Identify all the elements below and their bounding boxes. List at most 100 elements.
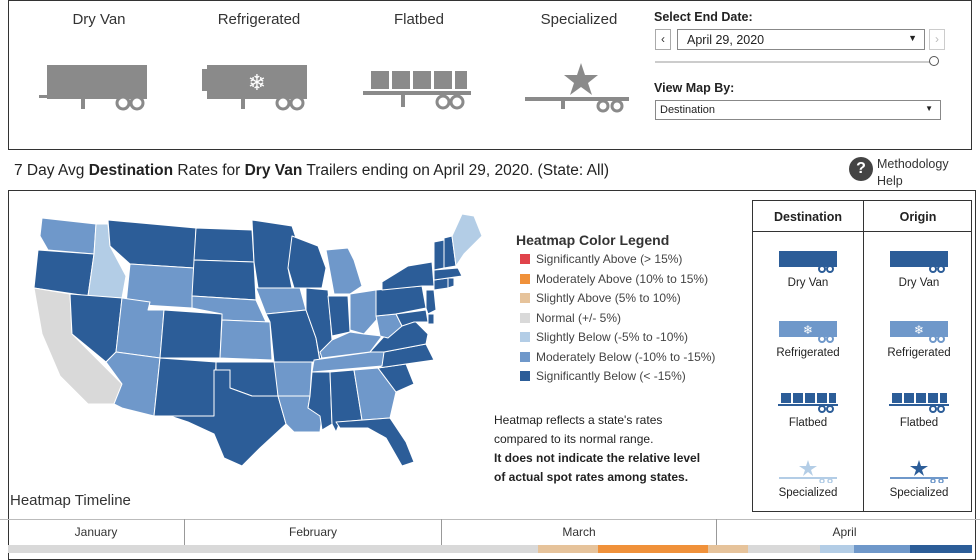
timeline-month-january[interactable]: January bbox=[74, 525, 118, 539]
state-ri bbox=[447, 277, 455, 289]
destination-dry-van[interactable]: Dry Van bbox=[753, 249, 863, 289]
state-de bbox=[427, 313, 435, 325]
legend-swatch bbox=[520, 371, 530, 381]
timeline-segment-mod-below[interactable] bbox=[854, 545, 910, 553]
destination-refrigerated[interactable]: ❄ Refrigerated bbox=[753, 319, 863, 359]
refrigerated-trailer-icon: ❄ bbox=[890, 321, 948, 343]
trailer-tab-dry-van[interactable]: Dry Van bbox=[24, 1, 174, 141]
destination-column-header: Destination bbox=[773, 210, 843, 224]
refrigerated-trailer-icon: ❄ bbox=[202, 65, 307, 111]
state-ar bbox=[273, 361, 313, 397]
cell-label: Dry Van bbox=[898, 277, 940, 289]
timeline-month-march[interactable]: March bbox=[562, 525, 596, 539]
date-slider-thumb[interactable] bbox=[929, 56, 939, 66]
title-trailer: Dry Van bbox=[244, 162, 303, 179]
methodology-help-link[interactable]: Methodology Help bbox=[877, 156, 949, 190]
title-middle: Rates for bbox=[173, 162, 245, 179]
prev-date-button[interactable]: ‹ bbox=[655, 29, 671, 50]
legend-item[interactable]: Significantly Below (< -15%) bbox=[520, 369, 686, 385]
svg-text:❄: ❄ bbox=[248, 71, 266, 96]
trailer-tab-label: Specialized bbox=[540, 11, 618, 28]
trailer-tab-flatbed[interactable]: Flatbed bbox=[344, 1, 494, 141]
flatbed-trailer-icon bbox=[889, 393, 949, 413]
dry-van-trailer-icon bbox=[890, 251, 948, 273]
us-heatmap[interactable] bbox=[30, 210, 490, 470]
view-map-label: View Map By: bbox=[654, 81, 735, 95]
state-in bbox=[327, 295, 351, 337]
help-label-line2: Help bbox=[877, 174, 903, 188]
refrigerated-trailer-icon: ❄ bbox=[779, 321, 837, 343]
origin-flatbed[interactable]: Flatbed bbox=[864, 389, 974, 429]
state-mn bbox=[251, 219, 301, 289]
next-date-button[interactable]: › bbox=[929, 29, 945, 50]
svg-text:❄: ❄ bbox=[914, 323, 924, 337]
trailer-mode-selector: Destination Origin Dry Van ❄ Refrigerate… bbox=[752, 200, 972, 512]
cell-label: Refrigerated bbox=[887, 347, 951, 359]
flatbed-trailer-icon bbox=[363, 71, 471, 110]
timeline-segment-slight-below[interactable] bbox=[820, 545, 854, 553]
state-vt bbox=[433, 239, 445, 271]
timeline-segment-sig-below[interactable] bbox=[910, 545, 972, 553]
view-map-value: Destination bbox=[660, 104, 716, 116]
date-slider-track[interactable] bbox=[655, 61, 937, 63]
legend-item[interactable]: Moderately Below (-10% to -15%) bbox=[520, 350, 715, 366]
timeline-segment-slight-above[interactable] bbox=[708, 545, 748, 553]
state-co bbox=[159, 309, 223, 359]
cell-label: Refrigerated bbox=[776, 347, 840, 359]
trailer-tab-specialized[interactable]: Specialized bbox=[504, 1, 654, 141]
legend-label: Moderately Above (10% to 15%) bbox=[536, 271, 709, 286]
timeline-segment-normal[interactable] bbox=[8, 545, 538, 553]
legend-item[interactable]: Significantly Above (> 15%) bbox=[520, 252, 682, 268]
column-divider bbox=[863, 201, 864, 511]
state-wa bbox=[39, 217, 97, 255]
origin-dry-van[interactable]: Dry Van bbox=[864, 249, 974, 289]
legend-item[interactable]: Moderately Above (10% to 15%) bbox=[520, 272, 708, 288]
origin-column-header: Origin bbox=[899, 210, 937, 224]
state-ma bbox=[433, 267, 463, 281]
cell-label: Specialized bbox=[889, 487, 949, 499]
question-circle-icon[interactable]: ? bbox=[849, 157, 873, 181]
destination-specialized[interactable]: Specialized bbox=[753, 459, 863, 499]
legend-item[interactable]: Slightly Above (5% to 10%) bbox=[520, 291, 681, 307]
dry-van-trailer-icon bbox=[39, 65, 147, 111]
origin-specialized[interactable]: Specialized bbox=[864, 459, 974, 499]
state-ks bbox=[219, 319, 273, 361]
flatbed-trailer-icon bbox=[778, 393, 838, 413]
title-suffix: Trailers ending on April 29, 2020. (Stat… bbox=[302, 162, 610, 179]
timeline-month-april[interactable]: April bbox=[832, 525, 857, 539]
legend-item[interactable]: Slightly Below (-5% to -10%) bbox=[520, 330, 688, 346]
timeline-month-february[interactable]: February bbox=[288, 525, 338, 539]
state-nj bbox=[425, 289, 437, 315]
state-nm bbox=[153, 357, 217, 417]
destination-flatbed[interactable]: Flatbed bbox=[753, 389, 863, 429]
state-md bbox=[395, 309, 429, 327]
view-map-select[interactable]: Destination ▼ bbox=[655, 100, 941, 120]
legend-swatch bbox=[520, 351, 530, 362]
trailer-tab-label: Dry Van bbox=[72, 11, 126, 28]
state-mt bbox=[107, 219, 197, 269]
timeline-segment-mod-above[interactable] bbox=[598, 545, 708, 553]
legend-swatch bbox=[520, 332, 530, 342]
legend-swatch bbox=[520, 293, 530, 303]
title-mode: Destination bbox=[88, 162, 174, 179]
legend-swatch bbox=[520, 312, 530, 323]
dry-van-trailer-icon bbox=[779, 251, 837, 273]
legend-note: Heatmap reflects a state's rates compare… bbox=[494, 411, 700, 487]
page-title: 7 Day Avg Destination Rates for Dry Van … bbox=[14, 162, 609, 180]
legend-label: Significantly Below (< -15%) bbox=[536, 369, 686, 383]
origin-refrigerated[interactable]: ❄ Refrigerated bbox=[864, 319, 974, 359]
trailer-tab-refrigerated[interactable]: Refrigerated ❄ bbox=[184, 1, 334, 141]
legend-item[interactable]: Normal (+/- 5%) bbox=[520, 311, 621, 327]
end-date-select[interactable]: April 29, 2020 ▼ bbox=[677, 29, 925, 50]
timeline-segment-slight-above[interactable] bbox=[538, 545, 598, 553]
caret-down-icon: ▼ bbox=[908, 33, 917, 43]
timeline-title: Heatmap Timeline bbox=[10, 492, 131, 509]
legend-swatch bbox=[520, 273, 530, 284]
cell-label: Specialized bbox=[778, 487, 838, 499]
trailer-filter-panel: Dry Van Refrigerated ❄ Flatbed bbox=[8, 0, 972, 150]
month-divider bbox=[441, 519, 442, 545]
state-wi bbox=[287, 235, 327, 289]
state-fl bbox=[335, 417, 415, 467]
timeline-segment-normal[interactable] bbox=[748, 545, 820, 553]
legend-label: Normal (+/- 5%) bbox=[536, 310, 622, 325]
